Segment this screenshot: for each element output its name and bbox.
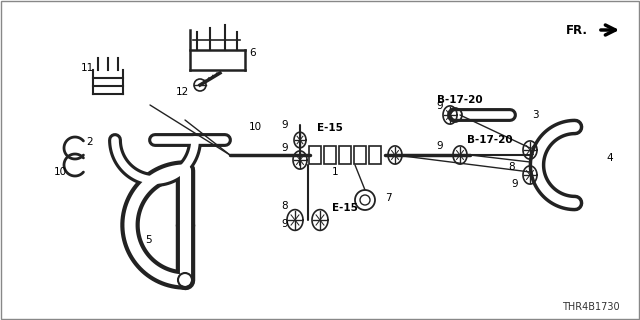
Text: FR.: FR. (566, 23, 588, 36)
Text: 9: 9 (436, 141, 444, 151)
Text: 3: 3 (532, 110, 538, 120)
Text: 9: 9 (436, 101, 444, 111)
Text: B-17-20: B-17-20 (437, 95, 483, 105)
Text: 9: 9 (282, 143, 288, 153)
Text: 12: 12 (175, 87, 189, 97)
Text: THR4B1730: THR4B1730 (563, 302, 620, 312)
Text: 5: 5 (145, 235, 151, 245)
Text: 9: 9 (512, 179, 518, 189)
Text: 4: 4 (607, 153, 613, 163)
Text: 9: 9 (282, 219, 288, 229)
Text: 2: 2 (86, 137, 93, 147)
Text: B-17-20: B-17-20 (467, 135, 513, 145)
Text: 8: 8 (282, 201, 288, 211)
Text: E-15: E-15 (332, 203, 358, 213)
Text: 10: 10 (53, 167, 67, 177)
Text: 10: 10 (248, 122, 262, 132)
Text: 6: 6 (250, 48, 256, 58)
Text: 7: 7 (385, 193, 391, 203)
Text: 1: 1 (332, 167, 339, 177)
Text: 8: 8 (509, 162, 515, 172)
Text: 9: 9 (282, 120, 288, 130)
Text: 11: 11 (81, 63, 93, 73)
Text: E-15: E-15 (317, 123, 343, 133)
